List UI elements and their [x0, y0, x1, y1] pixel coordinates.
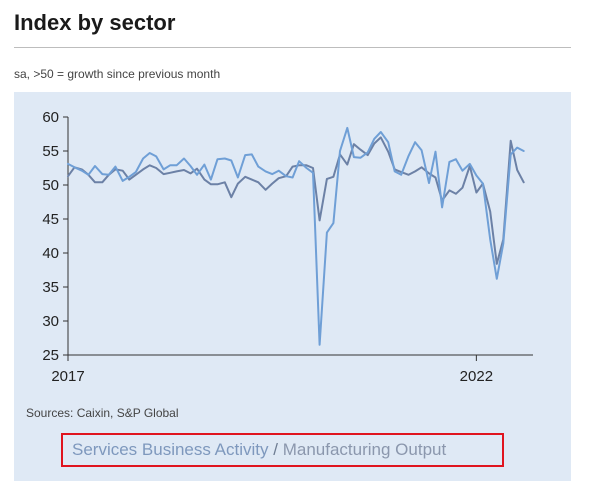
- x-tick-label: 2017: [51, 368, 84, 385]
- y-tick-label: 50: [42, 177, 59, 194]
- y-tick-label: 35: [42, 279, 59, 296]
- chart-subtitle: sa, >50 = growth since previous month: [14, 67, 221, 81]
- y-axis-ticks: 25 30 35 40 45 50 55 60: [42, 109, 69, 364]
- line-chart: 25 30 35 40 45 50 55 60 2017 2022: [42, 109, 533, 385]
- y-tick-label: 25: [42, 347, 59, 364]
- sources-note: Sources: Caixin, S&P Global: [26, 406, 179, 420]
- legend-separator: /: [273, 440, 278, 459]
- x-axis-ticks: 2017 2022: [51, 354, 533, 385]
- y-tick-label: 60: [42, 109, 59, 126]
- series-line-manufacturing-output: [67, 136, 525, 265]
- page-title: Index by sector: [14, 10, 176, 35]
- legend-manufacturing-label: Manufacturing Output: [282, 440, 447, 459]
- y-tick-label: 45: [42, 211, 59, 228]
- series-lines: [67, 126, 525, 346]
- chart-panel: [14, 92, 571, 481]
- x-tick-label: 2022: [460, 368, 493, 385]
- y-tick-label: 40: [42, 245, 59, 262]
- y-tick-label: 30: [42, 313, 59, 330]
- legend-highlight-box: [61, 433, 504, 467]
- y-tick-label: 55: [42, 143, 59, 160]
- series-line-services-business-activity: [67, 126, 525, 346]
- title-divider: [14, 47, 571, 48]
- legend-services-label: Services Business Activity: [72, 440, 269, 459]
- legend: Services Business Activity / Manufacturi…: [72, 440, 446, 460]
